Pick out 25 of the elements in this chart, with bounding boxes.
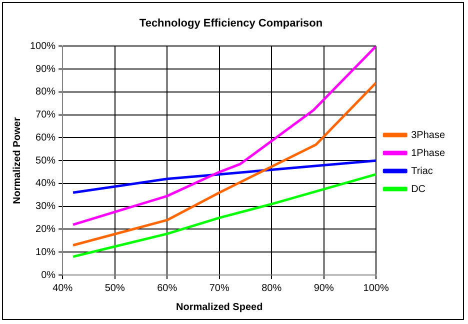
legend-label: Triac xyxy=(411,166,433,177)
y-tick-label: 80% xyxy=(36,86,56,98)
legend-label: DC xyxy=(411,184,426,195)
x-tick-label: 40% xyxy=(52,282,73,294)
y-tick-label: 20% xyxy=(36,224,56,235)
y-tick-label: 10% xyxy=(36,246,56,258)
x-tick-label: 100% xyxy=(363,282,389,294)
x-axis-title: Normalized Speed xyxy=(176,302,263,313)
y-tick-label: 60% xyxy=(36,132,56,144)
y-tick-label: 0% xyxy=(41,270,56,281)
x-tick-label: 80% xyxy=(262,282,282,294)
x-tick-label: 60% xyxy=(157,282,178,294)
y-tick-label: 100% xyxy=(30,40,56,52)
y-tick-label: 40% xyxy=(36,178,56,190)
legend-label: 1Phase xyxy=(411,148,446,159)
y-tick-label: 90% xyxy=(36,64,56,75)
y-tick-label: 50% xyxy=(36,155,56,166)
y-tick-label: 30% xyxy=(36,201,56,212)
x-tick-label: 50% xyxy=(104,282,125,294)
chart-title: Technology Efficiency Comparison xyxy=(139,18,323,30)
y-tick-label: 70% xyxy=(36,110,56,121)
legend-label: 3Phase xyxy=(411,130,446,141)
x-tick-label: 70% xyxy=(209,282,230,294)
x-tick-label: 90% xyxy=(314,282,334,294)
y-axis-title: Normalized Power xyxy=(12,117,23,204)
